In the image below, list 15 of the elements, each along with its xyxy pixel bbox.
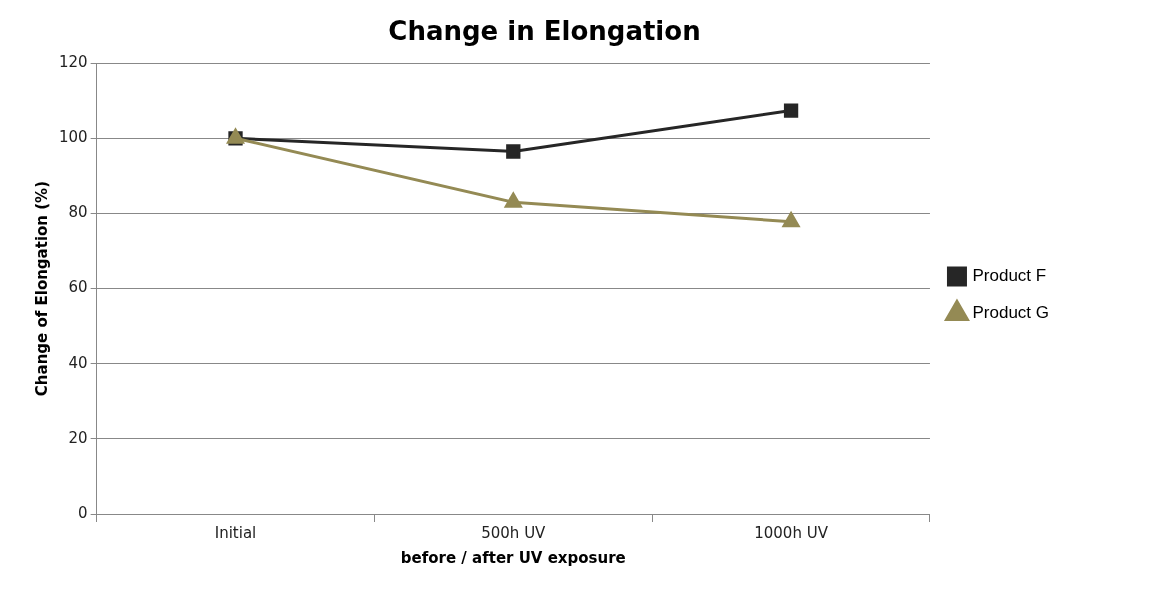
x-axis-title: before / after UV exposure	[400, 548, 626, 567]
y-tick-label: 0	[78, 503, 88, 522]
y-axis-title: Change of Elongation (%)	[32, 181, 51, 397]
x-tick-label: 500h UV	[481, 523, 547, 542]
chart-title: Change in Elongation	[388, 16, 701, 47]
y-tick-label: 60	[68, 278, 88, 297]
y-tick-label: 40	[68, 353, 88, 372]
x-tick-label: Initial	[214, 523, 257, 542]
legend-label: Product F	[972, 266, 1047, 286]
y-tick-label: 20	[68, 428, 88, 447]
x-tick-label: 1000h UV	[754, 523, 829, 542]
legend-label: Product G	[972, 303, 1050, 323]
y-tick-label: 120	[58, 53, 88, 72]
y-tick-label: 100	[58, 128, 88, 147]
y-tick-label: 80	[68, 203, 88, 222]
